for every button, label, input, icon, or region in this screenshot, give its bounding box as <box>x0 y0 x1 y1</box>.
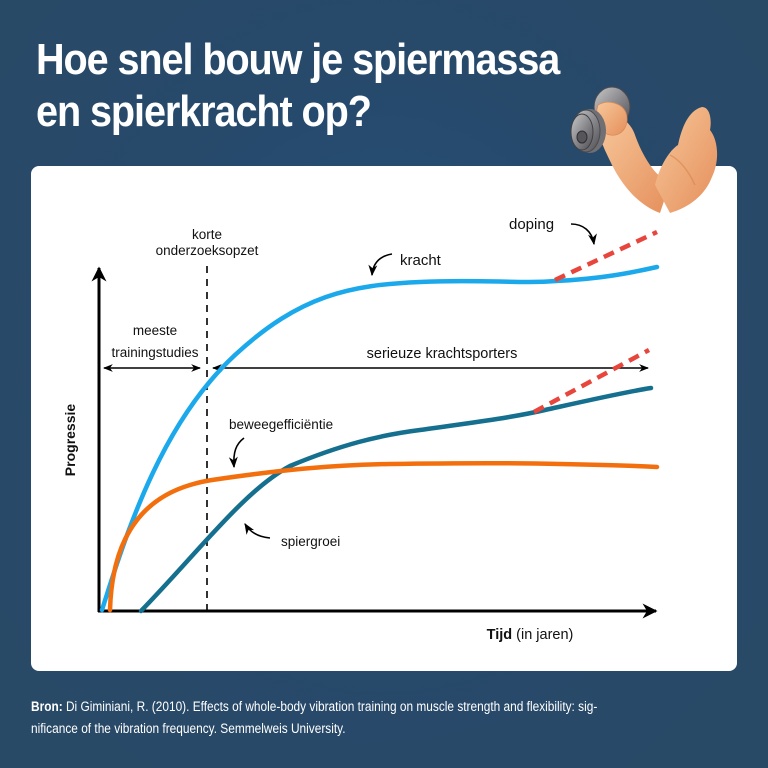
kracht-pointer-arrow <box>368 253 393 277</box>
label-spiergroei: spiergroei <box>281 534 340 549</box>
spiergroei-pointer-arrow <box>244 523 271 539</box>
label-korte: korte <box>192 227 222 242</box>
source-citation: Bron: Di Giminiani, R. (2010). Effects o… <box>31 696 665 740</box>
beweeg-pointer-arrow <box>228 437 245 469</box>
label-trainingstudies: trainingstudies <box>111 345 198 360</box>
title-line-1: Hoe snel bouw je spiermassa <box>36 35 560 84</box>
flexed-arm-dumbbell-icon <box>570 86 718 213</box>
x-axis-label: Tijd (in jaren) <box>487 627 574 643</box>
y-axis-label: Progressie <box>62 404 78 477</box>
page-title: Hoe snel bouw je spiermassa en spierkrac… <box>36 34 560 138</box>
source-text: Di Giminiani, R. (2010). Effects of whol… <box>62 699 598 714</box>
source-label: Bron: <box>31 699 63 714</box>
spiergroei-curve <box>138 385 654 614</box>
source-text-line2: nificance of the vibration frequency. Se… <box>31 721 346 736</box>
chart-card <box>31 166 737 671</box>
x-axis-label-rest: (in jaren) <box>516 627 573 643</box>
doping-spiergroei-line <box>532 348 651 414</box>
beweegefficientie-curve <box>107 461 660 613</box>
label-meeste: meeste <box>133 323 177 338</box>
title-line-2: en spierkracht op? <box>36 87 372 136</box>
label-beweegefficientie: beweegefficiëntie <box>229 417 333 432</box>
x-axis-label-bold: Tijd <box>487 627 513 643</box>
doping-kracht-line <box>554 229 658 283</box>
label-doping: doping <box>509 216 554 233</box>
label-onderzoeksopzet: onderzoeksopzet <box>156 243 259 258</box>
kracht-curve <box>99 264 660 613</box>
label-kracht: kracht <box>400 252 442 269</box>
label-serieuze: serieuze krachtsporters <box>367 346 518 362</box>
doping-pointer-arrow <box>570 223 597 246</box>
